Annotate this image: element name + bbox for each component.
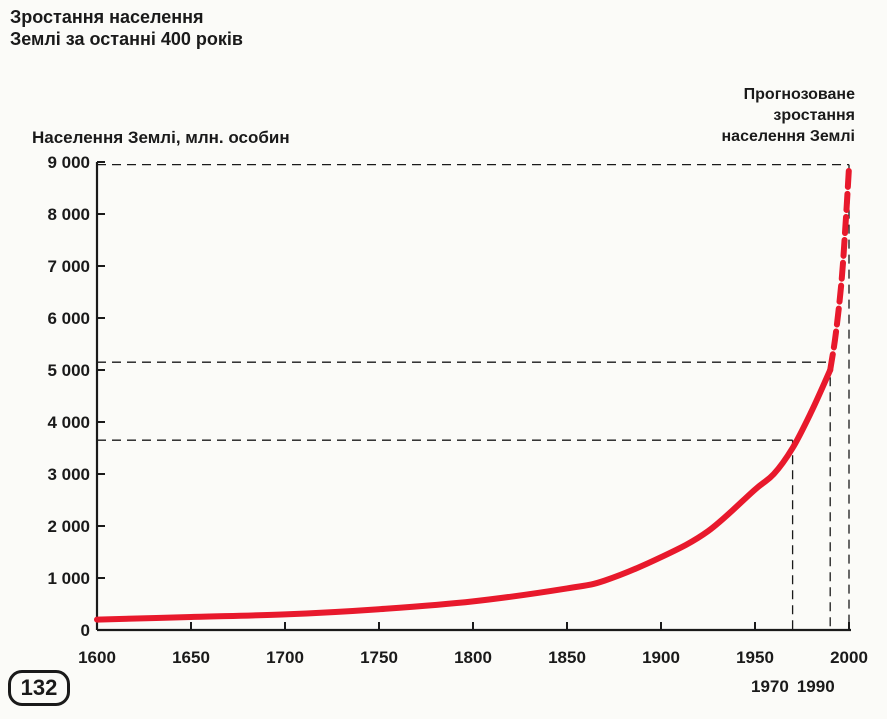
y-tick-label: 4 000: [47, 413, 90, 432]
y-tick-label: 3 000: [47, 465, 90, 484]
chart-title: Зростання населення Землі за останні 400…: [10, 6, 243, 50]
forecast-annotation: Прогнозоване зростання населення Землі: [722, 84, 855, 147]
x-tick-label: 2000: [830, 648, 868, 667]
x-tick-label: 1700: [266, 648, 304, 667]
year-label-1990: 1990: [796, 677, 835, 696]
y-tick-label: 7 000: [47, 257, 90, 276]
y-tick-label: 1 000: [47, 569, 90, 588]
x-tick-label: 1650: [172, 648, 210, 667]
chart-title-line-2: Землі за останні 400 років: [10, 29, 243, 49]
x-tick-label: 1600: [78, 648, 116, 667]
y-tick-label: 5 000: [47, 361, 90, 380]
forecast-line-3: населення Землі: [721, 128, 855, 145]
year-label-1970: 1970: [751, 677, 789, 696]
y-tick-label: 0: [81, 621, 90, 640]
extra-year-labels: 1970 1990: [751, 677, 843, 697]
y-axis-label: Населення Землі, млн. особин: [32, 128, 290, 147]
forecast-line-1: Прогнозоване: [743, 86, 855, 103]
chart-title-line-1: Зростання населення: [10, 7, 204, 27]
page-number-badge: 132: [8, 670, 70, 706]
x-tick-label: 1750: [360, 648, 398, 667]
x-tick-label: 1800: [454, 648, 492, 667]
forecast-line-2: зростання: [773, 107, 855, 124]
y-tick-label: 6 000: [47, 309, 90, 328]
y-tick-label: 2 000: [47, 517, 90, 536]
x-tick-label: 1950: [736, 648, 774, 667]
forecast-curve: [827, 164, 852, 373]
y-tick-label: 9 000: [47, 153, 90, 172]
y-tick-label: 8 000: [47, 205, 90, 224]
population-curve: [94, 367, 834, 623]
x-tick-label: 1900: [642, 648, 680, 667]
x-tick-label: 1850: [548, 648, 586, 667]
